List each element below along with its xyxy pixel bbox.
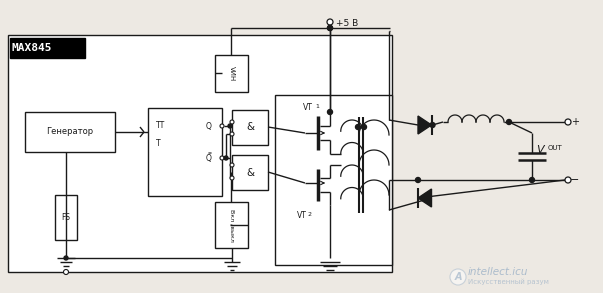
Text: V: V: [536, 145, 544, 155]
Bar: [55, 195, 77, 240]
Circle shape: [362, 125, 367, 130]
Bar: [275, 95, 392, 265]
Text: &: &: [246, 122, 254, 132]
Circle shape: [230, 176, 234, 180]
Circle shape: [430, 122, 435, 127]
Bar: [232, 155, 268, 190]
Circle shape: [450, 269, 466, 285]
Text: OUT: OUT: [548, 145, 563, 151]
Text: 2: 2: [307, 212, 311, 217]
Circle shape: [565, 119, 571, 125]
Circle shape: [220, 156, 224, 160]
Circle shape: [327, 25, 332, 30]
Text: A: A: [454, 272, 462, 282]
Circle shape: [63, 270, 69, 275]
Text: 1: 1: [315, 105, 319, 110]
Text: T: T: [156, 139, 160, 147]
Circle shape: [230, 120, 234, 124]
Circle shape: [327, 19, 333, 25]
Text: VT: VT: [297, 210, 307, 219]
Text: −: −: [570, 175, 579, 185]
Circle shape: [228, 124, 232, 128]
Text: Q: Q: [206, 122, 212, 130]
Circle shape: [507, 120, 511, 125]
Text: intellect.icu: intellect.icu: [468, 267, 528, 277]
Circle shape: [356, 125, 361, 130]
Text: &: &: [246, 168, 254, 178]
Polygon shape: [418, 116, 432, 134]
Text: ТТ: ТТ: [156, 122, 165, 130]
Text: Вкл /выкл: Вкл /выкл: [229, 209, 234, 241]
Bar: [25, 112, 115, 152]
Circle shape: [327, 110, 332, 115]
Circle shape: [230, 132, 234, 136]
Circle shape: [230, 163, 234, 167]
Circle shape: [529, 178, 534, 183]
Circle shape: [565, 177, 571, 183]
Circle shape: [415, 178, 420, 183]
Circle shape: [64, 256, 68, 260]
Text: VИН: VИН: [229, 66, 235, 81]
Bar: [148, 108, 222, 196]
Bar: [232, 110, 268, 145]
Circle shape: [224, 156, 228, 160]
Bar: [8, 35, 392, 272]
Text: VT: VT: [303, 103, 313, 113]
Circle shape: [327, 25, 332, 30]
Circle shape: [220, 124, 224, 128]
Text: MAX845: MAX845: [12, 43, 52, 53]
Polygon shape: [418, 189, 432, 207]
Bar: [215, 202, 248, 248]
Bar: [10, 38, 85, 58]
Bar: [215, 55, 248, 92]
Text: +: +: [571, 117, 579, 127]
Text: Искусственный разум: Искусственный разум: [468, 279, 549, 285]
Text: Q: Q: [206, 154, 212, 163]
Text: Генератор: Генератор: [46, 127, 93, 137]
Text: +5 В: +5 В: [336, 18, 358, 28]
Text: FS: FS: [62, 213, 71, 222]
